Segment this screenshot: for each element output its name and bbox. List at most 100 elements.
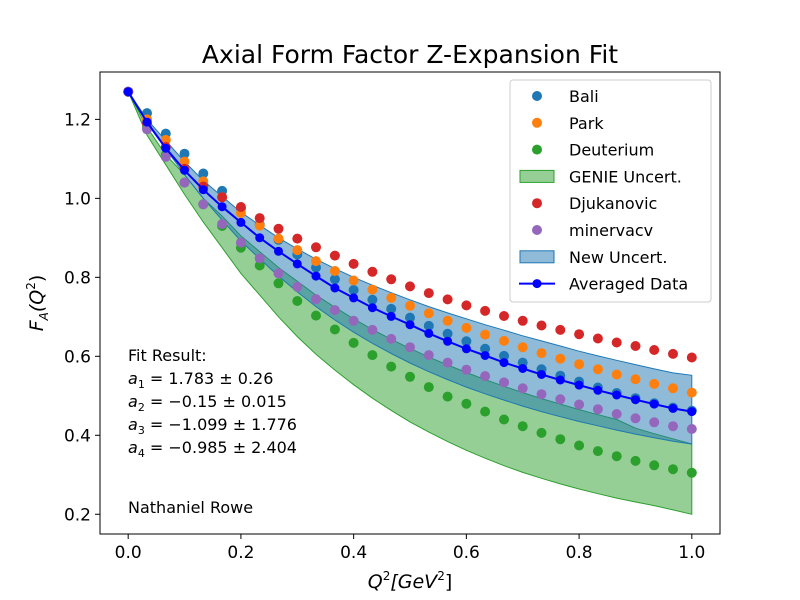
point-park xyxy=(480,329,491,340)
point-averaged-data xyxy=(612,390,622,400)
point-averaged-data xyxy=(217,202,227,212)
y-tick-label: 0.2 xyxy=(64,505,91,525)
fit-result-header: Fit Result: xyxy=(128,346,207,365)
point-minervacv xyxy=(555,394,566,405)
point-minervacv xyxy=(367,324,378,335)
point-averaged-data xyxy=(518,364,528,373)
point-averaged-data xyxy=(668,403,678,413)
point-averaged-data xyxy=(574,380,584,390)
point-djukanovic xyxy=(611,337,622,348)
legend-label-deuterium: Deuterium xyxy=(569,141,654,160)
point-djukanovic xyxy=(686,352,697,363)
point-minervacv xyxy=(592,404,603,415)
point-park xyxy=(254,220,265,231)
legend-label-averaged-data: Averaged Data xyxy=(569,275,688,294)
y-tick-label: 0.8 xyxy=(64,268,91,288)
point-minervacv xyxy=(273,268,284,279)
y-tick-label: 0.6 xyxy=(64,347,91,367)
y-tick-label: 0.4 xyxy=(64,426,91,446)
point-minervacv xyxy=(461,364,472,375)
point-minervacv xyxy=(423,350,434,361)
point-bali xyxy=(179,148,190,159)
point-averaged-data xyxy=(537,370,546,379)
point-park xyxy=(367,284,378,295)
point-deuterium xyxy=(367,350,378,361)
point-averaged-data xyxy=(480,351,490,360)
point-averaged-data xyxy=(349,293,359,303)
legend-patch-genie-uncert xyxy=(519,169,555,183)
point-averaged-data xyxy=(180,165,189,175)
point-deuterium xyxy=(536,427,547,438)
point-bali xyxy=(442,328,453,339)
point-djukanovic xyxy=(668,348,678,359)
legend-label-genie-uncert: GENIE Uncert. xyxy=(569,167,682,186)
point-averaged-data xyxy=(292,259,302,269)
point-park xyxy=(386,292,397,303)
point-minervacv xyxy=(179,177,190,188)
chart-title: Axial Form Factor Z-Expansion Fit xyxy=(202,40,618,69)
point-park xyxy=(592,364,603,375)
point-bali xyxy=(367,294,378,305)
point-bali xyxy=(423,320,434,331)
point-djukanovic xyxy=(348,258,359,269)
point-bali xyxy=(499,350,509,361)
point-park xyxy=(517,342,528,353)
point-djukanovic xyxy=(592,333,603,344)
x-tick-label: 0.2 xyxy=(227,543,254,563)
point-bali xyxy=(386,303,397,314)
legend-marker-djukanovic xyxy=(532,198,542,209)
point-averaged-data xyxy=(649,399,659,409)
point-djukanovic xyxy=(235,202,246,212)
x-tick-label: 1.0 xyxy=(678,543,705,563)
point-averaged-data xyxy=(236,217,246,227)
point-minervacv xyxy=(405,342,415,353)
legend-label-park: Park xyxy=(569,114,604,133)
legend-patch-new-uncert xyxy=(519,250,555,264)
point-averaged-data xyxy=(274,246,283,256)
point-minervacv xyxy=(292,281,303,292)
legend-frame xyxy=(509,79,712,303)
point-minervacv xyxy=(160,151,171,162)
point-djukanovic xyxy=(217,192,228,203)
x-tick-label: 0.4 xyxy=(340,543,367,563)
point-park xyxy=(405,300,415,311)
legend-marker-minervacv xyxy=(532,225,542,235)
point-bali xyxy=(461,336,472,347)
point-averaged-data xyxy=(443,336,453,346)
point-bali xyxy=(405,312,415,323)
point-minervacv xyxy=(442,357,453,368)
point-djukanovic xyxy=(461,300,472,311)
point-park xyxy=(423,308,434,319)
point-averaged-data xyxy=(461,344,471,354)
point-deuterium xyxy=(592,446,603,457)
point-park xyxy=(348,275,359,286)
point-minervacv xyxy=(329,305,340,316)
point-bali xyxy=(348,285,359,295)
point-minervacv xyxy=(536,389,547,400)
point-deuterium xyxy=(405,371,415,382)
point-averaged-data xyxy=(424,328,434,338)
point-deuterium xyxy=(668,464,678,475)
y-tick-label: 1.0 xyxy=(64,189,91,209)
point-averaged-data xyxy=(311,271,321,281)
point-djukanovic xyxy=(555,324,566,335)
legend-label-bali: Bali xyxy=(569,87,599,106)
averaged-line xyxy=(123,87,697,417)
point-deuterium xyxy=(442,391,453,402)
point-bali xyxy=(198,168,209,179)
point-deuterium xyxy=(480,406,491,417)
point-park xyxy=(311,256,321,267)
point-deuterium xyxy=(517,421,528,432)
fit-coefficient: a3 = −1.099 ± 1.776 xyxy=(128,415,297,437)
point-park xyxy=(649,378,660,389)
point-deuterium xyxy=(292,296,303,306)
y-axis: 0.2 0.4 0.6 0.8 1.0 1.2 xyxy=(64,110,100,525)
point-djukanovic xyxy=(442,294,453,305)
x-axis-label: Q2[GeV2] xyxy=(368,569,453,593)
legend-label-new-uncert: New Uncert. xyxy=(569,248,667,267)
point-djukanovic xyxy=(386,274,397,285)
point-minervacv xyxy=(254,253,265,264)
point-minervacv xyxy=(668,421,678,432)
point-djukanovic xyxy=(367,266,378,277)
